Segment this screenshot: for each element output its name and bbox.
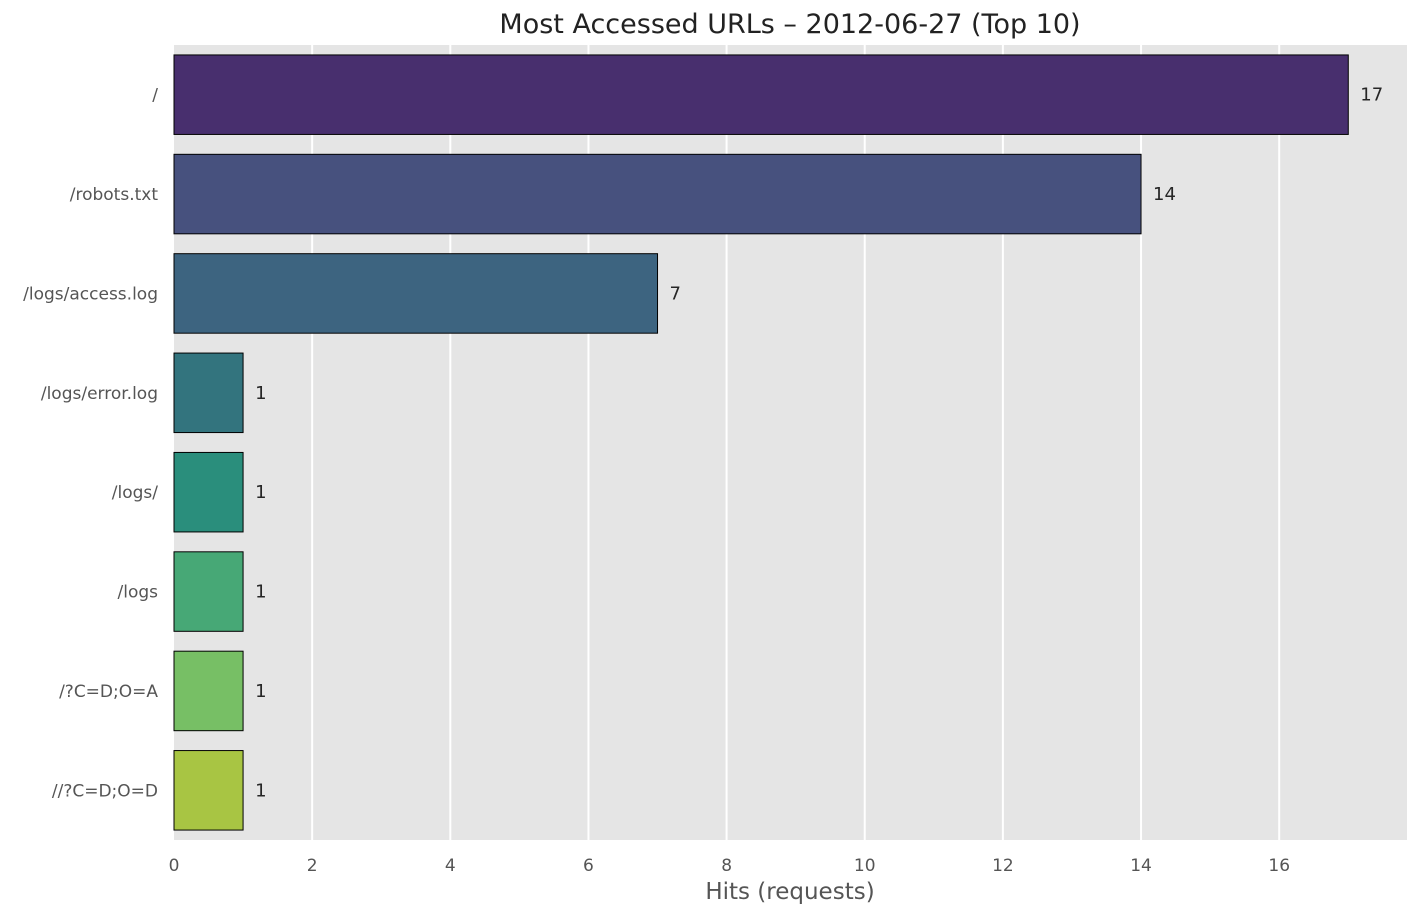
bar [173,551,244,632]
y-tick-label: /?C=D;O=A [59,682,158,702]
bar-value-label: 14 [1153,184,1176,205]
x-tick-labels: 0 2 4 6 8 10 12 14 16 [169,856,1290,876]
y-tick-label: /robots.txt [70,185,159,205]
bar-value-label: 1 [255,482,266,503]
bar-value-label: 7 [670,283,681,304]
bar [173,253,659,334]
x-tick-label: 16 [1268,856,1290,876]
bar [173,352,244,434]
bars [173,54,1349,831]
bar-value-labels: 17 14 7 1 1 1 1 1 [255,85,1383,802]
x-tick-label: 6 [583,856,594,876]
x-tick-label: 10 [854,856,876,876]
y-tick-label: / [152,86,158,106]
x-tick-label: 14 [1130,856,1152,876]
x-tick-label: 2 [307,856,318,876]
x-tick-label: 0 [169,856,180,876]
bar [173,451,244,533]
y-tick-label: /logs/access.log [23,284,158,304]
bar-value-label: 1 [255,582,266,603]
y-tick-label: /logs/error.log [41,384,158,404]
x-tick-label: 4 [445,856,456,876]
x-tick-label: 12 [992,856,1014,876]
y-tick-label: /logs [118,583,159,603]
bar [173,54,1349,135]
chart-title: Most Accessed URLs – 2012-06-27 (Top 10) [499,9,1080,40]
x-tick-label: 8 [721,856,732,876]
bar-value-label: 17 [1360,85,1383,106]
y-tick-label: /logs/ [112,483,158,503]
bar [173,650,244,732]
bar-value-label: 1 [255,780,266,801]
bar-value-label: 1 [255,383,266,404]
bar [173,750,244,831]
bar [173,153,1142,235]
y-tick-label: //?C=D;O=D [52,781,158,801]
x-axis-label: Hits (requests) [705,879,874,905]
bar-value-label: 1 [255,681,266,702]
y-tick-labels: / /robots.txt/logs/access.log/logs/error.… [23,86,158,802]
